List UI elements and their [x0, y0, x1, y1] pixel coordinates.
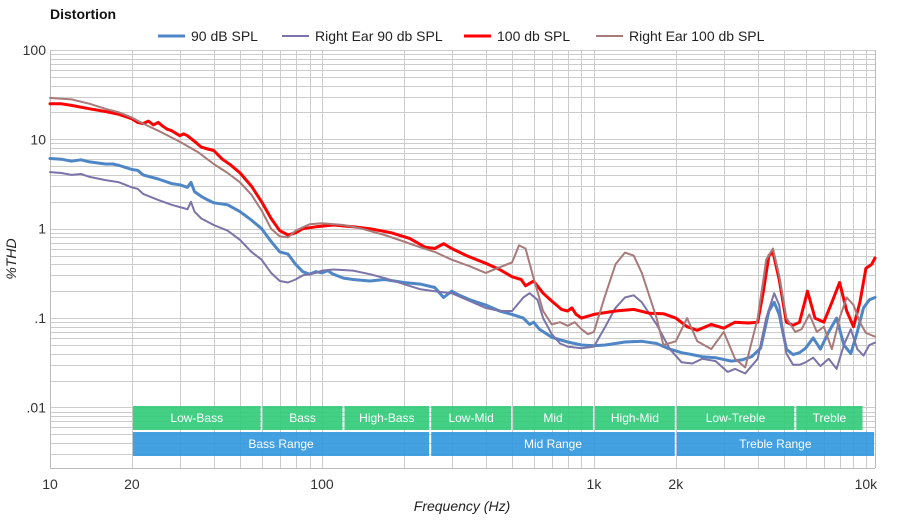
band-rect	[132, 432, 430, 456]
band-bass-range: Bass Range	[132, 432, 430, 456]
legend-item-100-db-spl: 100 db SPL	[464, 28, 570, 44]
band-label: Treble	[813, 411, 847, 425]
band-low-bass: Low-Bass	[132, 406, 261, 430]
x-tick-label: 100	[310, 476, 334, 492]
band-label: Bass	[289, 411, 316, 425]
band-rect	[132, 406, 261, 430]
y-tick-label: .1	[34, 310, 46, 326]
x-tick-label: 20	[124, 476, 140, 492]
band-label: Low-Treble	[706, 411, 766, 425]
frequency-bands: Low-Bass Bass High-Bass Low-Mid Mid High-Mid L…	[132, 406, 874, 456]
band-treble-range: Treble Range	[676, 432, 874, 456]
band-high-bass: High-Bass	[344, 406, 430, 430]
band-treble: Treble	[796, 406, 863, 430]
legend-label: Right Ear 100 db SPL	[629, 28, 765, 44]
x-axis-ticks: 10 20 100 1k 2k 10k	[42, 476, 878, 492]
band-rect	[594, 406, 675, 430]
band-mid: Mid	[513, 406, 593, 430]
y-tick-label: .01	[27, 399, 47, 415]
legend-item-90-db-spl: 90 dB SPL	[158, 28, 258, 44]
band-rect	[344, 406, 430, 430]
band-rect	[676, 406, 795, 430]
band-low-mid: Low-Mid	[431, 406, 512, 430]
x-tick-label: 10k	[855, 476, 879, 492]
y-axis-label: %THD	[3, 238, 19, 279]
chart-title: Distortion	[50, 6, 116, 22]
series-line-right-ear-100-db-spl	[49, 97, 876, 369]
legend-item-right-ear-90-db-spl: Right Ear 90 db SPL	[282, 28, 443, 44]
band-rect	[431, 432, 675, 456]
grid	[50, 50, 876, 469]
legend-label: 100 db SPL	[497, 28, 570, 44]
x-axis-label: Frequency (Hz)	[414, 498, 510, 514]
y-tick-label: 100	[23, 42, 47, 58]
series-line-90-db-spl	[48, 157, 877, 363]
band-label: Treble Range	[739, 437, 812, 451]
band-label: Mid Range	[524, 437, 582, 451]
band-label: Bass Range	[248, 437, 314, 451]
series-line-right-ear-90-db-spl	[49, 171, 876, 375]
band-bass: Bass	[262, 406, 343, 430]
band-rect	[513, 406, 593, 430]
y-axis-ticks: 100 10 1 .1 .01	[23, 42, 47, 415]
band-label: High-Mid	[611, 411, 659, 425]
band-mid-range: Mid Range	[431, 432, 675, 456]
legend-label: Right Ear 90 db SPL	[315, 28, 443, 44]
y-tick-label: 10	[30, 131, 46, 147]
y-tick-label: 1	[38, 221, 46, 237]
band-rect	[262, 406, 343, 430]
band-label: Low-Mid	[448, 411, 493, 425]
band-rect	[796, 406, 863, 430]
series-lines	[48, 97, 877, 375]
band-rect	[431, 406, 512, 430]
band-rect	[676, 432, 874, 456]
x-tick-label: 10	[42, 476, 58, 492]
band-high-mid: High-Mid	[594, 406, 675, 430]
band-low-treble: Low-Treble	[676, 406, 795, 430]
band-label: High-Bass	[359, 411, 414, 425]
legend-item-right-ear-100-db-spl: Right Ear 100 db SPL	[596, 28, 765, 44]
x-tick-label: 1k	[587, 476, 603, 492]
x-tick-label: 2k	[668, 476, 684, 492]
legend-label: 90 dB SPL	[191, 28, 258, 44]
band-label: Low-Bass	[170, 411, 223, 425]
band-label: Mid	[543, 411, 562, 425]
legend: 90 dB SPL Right Ear 90 db SPL 100 db SPL Ri…	[158, 28, 765, 44]
